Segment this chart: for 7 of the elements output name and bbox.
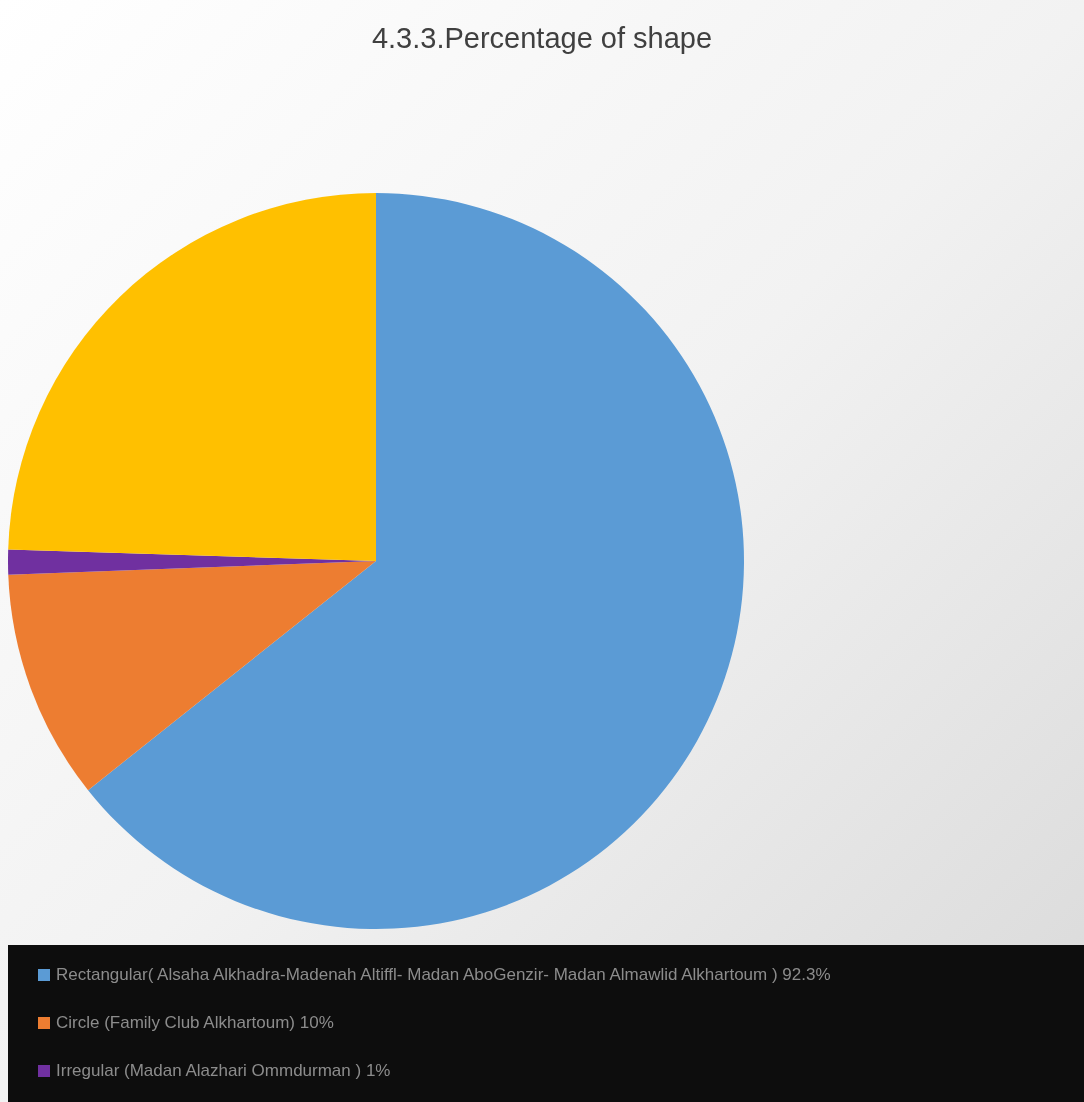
legend-label: Circle (Family Club Alkhartoum) 10%: [56, 1013, 334, 1033]
pie-slice: [88, 193, 744, 929]
chart-title: 4.3.3.Percentage of shape: [371, 22, 713, 55]
legend-label: Rectangular( Alsaha Alkhadra-Madenah Altiffl- Madan AboGenzir- Madan Almawlid Alkhartoum ) 92.3%: [56, 965, 831, 985]
pie-slice: [8, 193, 376, 561]
pie-slice: [8, 561, 376, 791]
legend-label: Irregular (Madan Alazhari Ommdurman ) 1%: [56, 1061, 391, 1081]
